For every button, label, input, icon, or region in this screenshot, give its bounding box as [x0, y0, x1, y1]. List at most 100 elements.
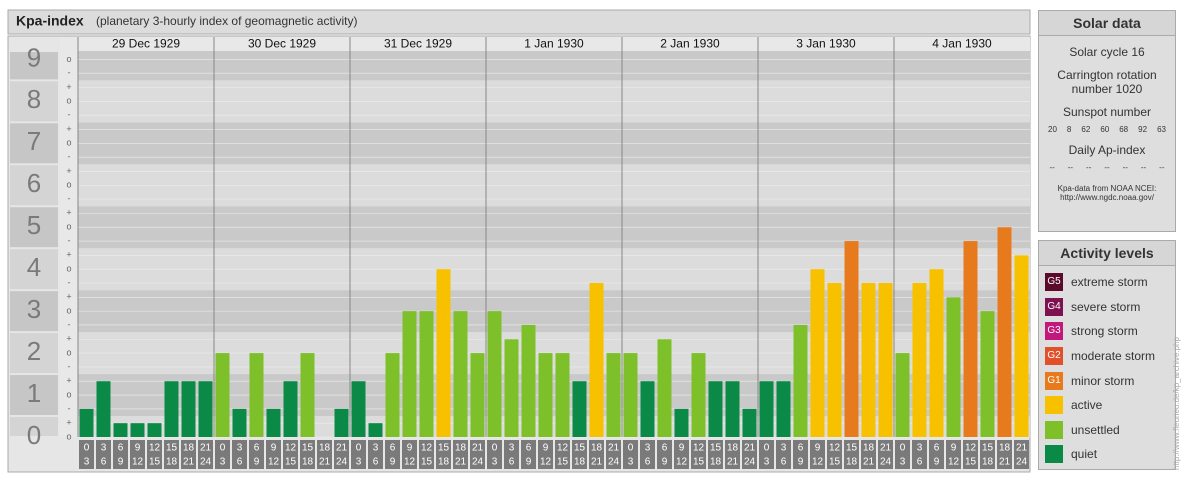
hour-box	[130, 440, 145, 469]
x-tick-label: 21	[863, 457, 875, 468]
bar	[980, 311, 995, 437]
x-tick-label: 6	[373, 457, 379, 468]
x-tick-label: 3	[237, 443, 243, 454]
hour-box	[759, 440, 774, 469]
chart: Kpa-index (planetary 3-hourly index of g…	[7, 9, 1031, 473]
minor-tick-label: o	[66, 222, 71, 232]
x-tick-label: 18	[863, 443, 875, 454]
x-tick-label: 3	[220, 457, 226, 468]
bar	[249, 353, 264, 437]
minor-tick-label: +	[66, 166, 71, 176]
levels-list: G5 extreme storm G4 severe storm G3 strong st…	[1039, 270, 1175, 467]
x-tick-label: 24	[1016, 457, 1028, 468]
x-tick-label: 15	[149, 457, 161, 468]
source: Kpa-data from NOAA NCEI:	[1057, 184, 1157, 193]
y-label-box	[10, 333, 58, 374]
bar	[640, 381, 655, 437]
hour-box	[147, 440, 162, 469]
y-tick-label: 9	[27, 42, 41, 72]
level-entry: G1 minor storm	[1039, 368, 1175, 393]
bar	[232, 408, 247, 437]
y-label-box	[10, 249, 58, 290]
bar	[453, 311, 468, 437]
x-tick-label: 21	[727, 457, 739, 468]
x-tick-label: 6	[254, 443, 260, 454]
hour-box	[742, 440, 757, 469]
x-tick-label: 21	[336, 443, 348, 454]
x-tick-label: 9	[390, 457, 396, 468]
x-tick-label: 18	[574, 457, 586, 468]
bar	[895, 353, 910, 437]
y-label-box	[10, 207, 58, 248]
x-tick-label: 3	[781, 443, 787, 454]
x-tick-label: 3	[373, 443, 379, 454]
x-tick-label: 15	[693, 457, 705, 468]
hour-box	[232, 440, 247, 469]
x-tick-label: 24	[880, 457, 892, 468]
minor-tick-label: +	[66, 82, 71, 92]
x-tick-label: 15	[166, 443, 178, 454]
solar-cycle: Solar cycle 16	[1069, 45, 1145, 59]
bar	[827, 283, 842, 437]
hour-box	[725, 440, 740, 469]
x-tick-label: 9	[662, 457, 668, 468]
level-label: unsettled	[1071, 422, 1120, 437]
x-tick-label: 12	[676, 457, 688, 468]
sunspot-number: 20	[1048, 125, 1057, 134]
bar	[96, 381, 111, 437]
level-label: severe storm	[1071, 299, 1141, 314]
y-tick-label: 1	[27, 378, 41, 408]
x-tick-label: 15	[438, 443, 450, 454]
band	[78, 51, 1030, 81]
bar	[742, 408, 757, 437]
sunspot-row: 20 8 62 60 68 92 63	[1039, 125, 1175, 134]
x-tick-label: 12	[149, 443, 161, 454]
hour-box	[266, 440, 281, 469]
y-tick-label: 5	[27, 210, 41, 240]
level-entry: unsettled	[1039, 418, 1175, 443]
hour-box	[861, 440, 876, 469]
bar	[912, 283, 927, 437]
hour-box	[657, 440, 672, 469]
x-tick-label: 15	[421, 457, 433, 468]
bar	[521, 324, 536, 437]
hour-box	[674, 440, 689, 469]
x-tick-label: 9	[526, 457, 532, 468]
x-tick-label: 3	[628, 457, 634, 468]
carrington: Carrington rotation number 1020	[1057, 68, 1157, 96]
hour-box	[895, 440, 910, 469]
hour-box	[79, 440, 94, 469]
y-tick-label: 4	[27, 252, 41, 282]
x-tick-label: 24	[744, 457, 756, 468]
hour-box	[487, 440, 502, 469]
bar	[402, 311, 417, 437]
x-tick-label: 12	[540, 457, 552, 468]
level-entry: G2 moderate storm	[1039, 344, 1175, 369]
x-tick-label: 18	[999, 443, 1011, 454]
x-tick-label: 6	[917, 457, 923, 468]
bar	[589, 283, 604, 437]
level-swatch: G5	[1045, 273, 1063, 292]
x-tick-label: 15	[302, 443, 314, 454]
x-tick-label: 9	[135, 443, 141, 454]
hour-box	[317, 440, 332, 469]
x-tick-label: 6	[509, 457, 515, 468]
hour-box	[198, 440, 213, 469]
bar	[674, 408, 689, 437]
x-tick-label: 18	[319, 443, 331, 454]
level-label: strong storm	[1071, 324, 1138, 339]
hour-box	[249, 440, 264, 469]
bar	[759, 381, 774, 437]
x-tick-label: 0	[84, 443, 90, 454]
bar	[725, 381, 740, 437]
y-label-box	[10, 52, 58, 80]
hour-box	[385, 440, 400, 469]
x-tick-label: 9	[934, 457, 940, 468]
bar	[181, 381, 196, 437]
level-label: active	[1071, 398, 1103, 413]
x-tick-label: 12	[829, 443, 841, 454]
date-label: 29 Dec 1929	[112, 37, 180, 51]
hour-box	[963, 440, 978, 469]
ap-value: --	[1049, 163, 1055, 172]
hour-box	[504, 440, 519, 469]
